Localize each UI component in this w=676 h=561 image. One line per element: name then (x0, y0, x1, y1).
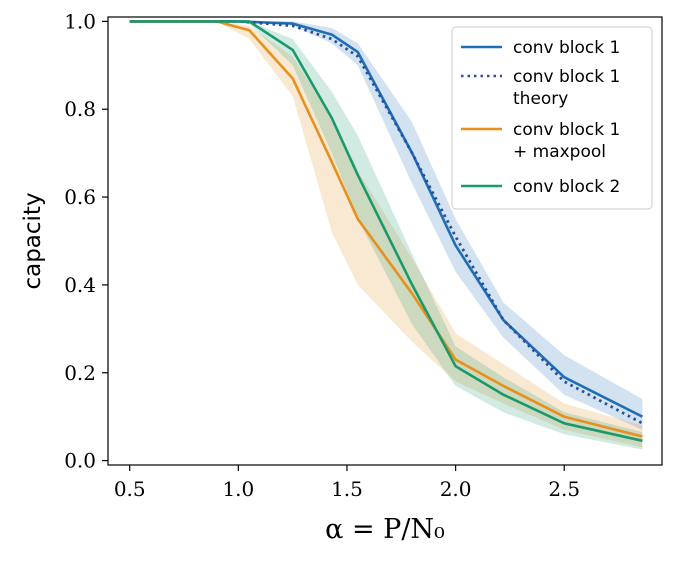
x-axis-title: α = P/N₀ (325, 514, 445, 545)
x-tick-label: 0.5 (114, 477, 146, 501)
series-band-3 (129, 21, 643, 450)
legend-label-2: conv block 1 + maxpool (513, 120, 620, 162)
legend-frame (451, 26, 653, 210)
y-axis-title: capacity (20, 192, 46, 289)
series-line-3 (129, 20, 643, 443)
series-line-1 (129, 19, 644, 425)
x-axis: 0.5 1.0 1.5 2.0 2.5 (114, 465, 580, 501)
legend-label-3: conv block 2 (513, 177, 620, 197)
legend-label-0: conv block 1 (513, 38, 620, 58)
legend: conv block 1 conv block 1 theory conv block… (451, 26, 653, 210)
x-tick-label: 2.5 (548, 477, 580, 501)
x-tick-label: 2.0 (440, 477, 472, 501)
x-tick-label: 1.5 (331, 477, 363, 501)
y-tick-label: 0.0 (64, 449, 96, 473)
x-tick-label: 1.0 (222, 477, 254, 501)
y-tick-label: 1.0 (64, 9, 96, 33)
y-tick-label: 0.2 (64, 361, 96, 385)
y-axis: 0.0 0.2 0.4 0.6 0.8 1.0 (64, 9, 108, 473)
legend-label-1: conv block 1 theory (513, 67, 620, 109)
y-tick-label: 0.4 (64, 273, 96, 297)
y-tick-label: 0.6 (64, 185, 96, 209)
series-lines (129, 19, 644, 443)
series-line-2 (129, 20, 643, 438)
plot-frame (107, 16, 663, 466)
y-tick-label: 0.8 (64, 97, 96, 121)
series-band-0 (129, 21, 643, 430)
